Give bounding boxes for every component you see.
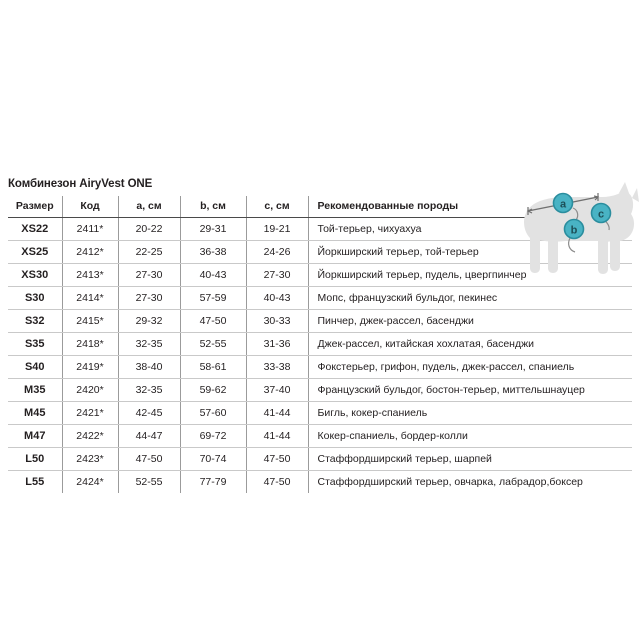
cell-a: 22-25 bbox=[117, 240, 180, 264]
cell-c: 24-26 bbox=[245, 240, 308, 264]
cell-size: XS22 bbox=[8, 217, 62, 241]
cell-b: 77-79 bbox=[179, 470, 246, 493]
table-row: S35 2418* 32-35 52-55 31-36 Джек-рассел, кита… bbox=[8, 332, 632, 356]
cell-code: 2418* bbox=[61, 332, 118, 356]
badge-a: a bbox=[552, 192, 574, 214]
cell-breeds: Стаффордширский терьер, шарпей bbox=[307, 447, 632, 471]
cell-code: 2412* bbox=[61, 240, 118, 264]
table-row: S30 2414* 27-30 57-59 40-43 Мопс, французский… bbox=[8, 286, 632, 310]
cell-size: S35 bbox=[8, 332, 62, 356]
cell-a: 27-30 bbox=[117, 286, 180, 310]
cell-a: 32-35 bbox=[117, 378, 180, 402]
cell-code: 2414* bbox=[61, 286, 118, 310]
measurement-leader-b bbox=[568, 207, 579, 253]
cell-c: 40-43 bbox=[245, 286, 308, 310]
cell-a: 29-32 bbox=[117, 309, 180, 333]
cell-code: 2415* bbox=[61, 309, 118, 333]
cell-size: L50 bbox=[8, 447, 62, 471]
column-header-a: a, см bbox=[117, 196, 180, 218]
cell-breeds: Пинчер, джек-рассел, басенджи bbox=[307, 309, 632, 333]
cell-breeds: Стаффордширский терьер, овчарка, лабрадо… bbox=[307, 470, 632, 493]
cell-c: 33-38 bbox=[245, 355, 308, 379]
cell-b: 29-31 bbox=[179, 217, 246, 241]
cell-c: 37-40 bbox=[245, 378, 308, 402]
cell-size: S32 bbox=[8, 309, 62, 333]
cell-a: 47-50 bbox=[117, 447, 180, 471]
badge-c: c bbox=[590, 202, 612, 224]
table-row: L50 2423* 47-50 70-74 47-50 Стаффордширский т… bbox=[8, 447, 632, 471]
cell-c: 27-30 bbox=[245, 263, 308, 287]
table-row: L55 2424* 52-55 77-79 47-50 Стаффордширский т… bbox=[8, 470, 632, 493]
table-body: XS22 2411* 20-22 29-31 19-21 Той-терьер, чиху… bbox=[8, 217, 632, 493]
column-header-c: c, см bbox=[245, 196, 308, 218]
cell-c: 47-50 bbox=[245, 447, 308, 471]
badge-b-label: b bbox=[571, 225, 578, 237]
cell-breeds: Французский бульдог, бостон-терьер, митт… bbox=[307, 378, 632, 402]
cell-size: S30 bbox=[8, 286, 62, 310]
cell-b: 58-61 bbox=[179, 355, 246, 379]
table-row: M35 2420* 32-35 59-62 37-40 Французский бульд… bbox=[8, 378, 632, 402]
cell-code: 2413* bbox=[61, 263, 118, 287]
cell-c: 31-36 bbox=[245, 332, 308, 356]
cell-a: 44-47 bbox=[117, 424, 180, 448]
cell-breeds: Бигль, кокер-спаниель bbox=[307, 401, 632, 425]
cell-c: 30-33 bbox=[245, 309, 308, 333]
cell-size: L55 bbox=[25, 476, 45, 488]
cell-a: 42-45 bbox=[117, 401, 180, 425]
cell-size: M47 bbox=[8, 424, 62, 448]
cell-a: 32-35 bbox=[117, 332, 180, 356]
cell-b: 70-74 bbox=[179, 447, 246, 471]
cell-a: 52-55 bbox=[117, 470, 180, 493]
cell-size: S40 bbox=[8, 355, 62, 379]
cell-a: 20-22 bbox=[117, 217, 180, 241]
cell-code: 2424* bbox=[61, 470, 118, 493]
cell-a: 27-30 bbox=[117, 263, 180, 287]
page-title: Комбинезон AiryVest ONE bbox=[8, 178, 153, 190]
cell-a: 38-40 bbox=[117, 355, 180, 379]
cell-b: 36-38 bbox=[179, 240, 246, 264]
cell-size: M35 bbox=[8, 378, 62, 402]
badge-a-label: a bbox=[560, 199, 567, 211]
table-row: S32 2415* 29-32 47-50 30-33 Пинчер, джек-расс… bbox=[8, 309, 632, 333]
cell-c: 47-50 bbox=[245, 470, 308, 493]
cell-code: 2419* bbox=[61, 355, 118, 379]
cell-code: 2411* bbox=[61, 217, 118, 241]
cell-breeds: Кокер-спаниель, бордер-колли bbox=[307, 424, 632, 448]
cell-b: 57-60 bbox=[179, 401, 246, 425]
cell-breeds: Мопс, французский бульдог, пекинес bbox=[307, 286, 632, 310]
table-row: M45 2421* 42-45 57-60 41-44 Бигль, кокер-спан… bbox=[8, 401, 632, 425]
table-row: S40 2419* 38-40 58-61 33-38 Фокстерьер, грифо… bbox=[8, 355, 632, 379]
cell-b: 47-50 bbox=[179, 309, 246, 333]
cell-code: 2422* bbox=[61, 424, 118, 448]
cell-code: 2423* bbox=[61, 447, 118, 471]
cell-c: 41-44 bbox=[245, 401, 308, 425]
cell-b: 69-72 bbox=[179, 424, 246, 448]
dog-measurement-diagram: a b c bbox=[506, 176, 640, 286]
cell-code: 2421* bbox=[61, 401, 118, 425]
cell-breeds: Джек-рассел, китайская хохлатая, басендж… bbox=[307, 332, 632, 356]
cell-size: XS25 bbox=[8, 240, 62, 264]
cell-b: 52-55 bbox=[179, 332, 246, 356]
column-header-b: b, см bbox=[179, 196, 246, 218]
badge-c-label: c bbox=[598, 209, 604, 221]
cell-breeds: Фокстерьер, грифон, пудель, джек-рассел,… bbox=[307, 355, 632, 379]
cell-size: XS30 bbox=[8, 263, 62, 287]
cell-b: 59-62 bbox=[179, 378, 246, 402]
table-row: M47 2422* 44-47 69-72 41-44 Кокер-спаниель, б… bbox=[8, 424, 632, 448]
cell-b: 40-43 bbox=[179, 263, 246, 287]
cell-code: 2420* bbox=[61, 378, 118, 402]
cell-size: M45 bbox=[8, 401, 62, 425]
column-header-code: Код bbox=[61, 196, 118, 218]
cell-c: 19-21 bbox=[245, 217, 308, 241]
column-header-size: Размер bbox=[8, 196, 62, 218]
badge-b: b bbox=[563, 218, 585, 240]
cell-b: 57-59 bbox=[179, 286, 246, 310]
cell-c: 41-44 bbox=[245, 424, 308, 448]
size-table: Размер Код a, см b, см c, см Рекомендова… bbox=[8, 196, 632, 493]
